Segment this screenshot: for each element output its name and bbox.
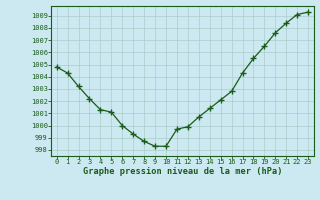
X-axis label: Graphe pression niveau de la mer (hPa): Graphe pression niveau de la mer (hPa)	[83, 167, 282, 176]
